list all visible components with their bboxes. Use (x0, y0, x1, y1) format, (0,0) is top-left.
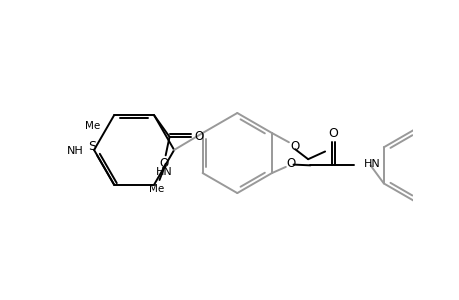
Text: NH: NH (67, 146, 83, 157)
Text: HN: HN (364, 159, 381, 169)
Text: Me: Me (85, 121, 100, 131)
Text: O: O (290, 140, 299, 153)
Text: S: S (88, 140, 95, 153)
Text: O: O (159, 157, 168, 170)
Text: O: O (286, 157, 295, 169)
Text: Me: Me (149, 184, 164, 194)
Text: HN: HN (155, 167, 172, 177)
Text: O: O (194, 130, 203, 143)
Text: O: O (328, 127, 338, 140)
